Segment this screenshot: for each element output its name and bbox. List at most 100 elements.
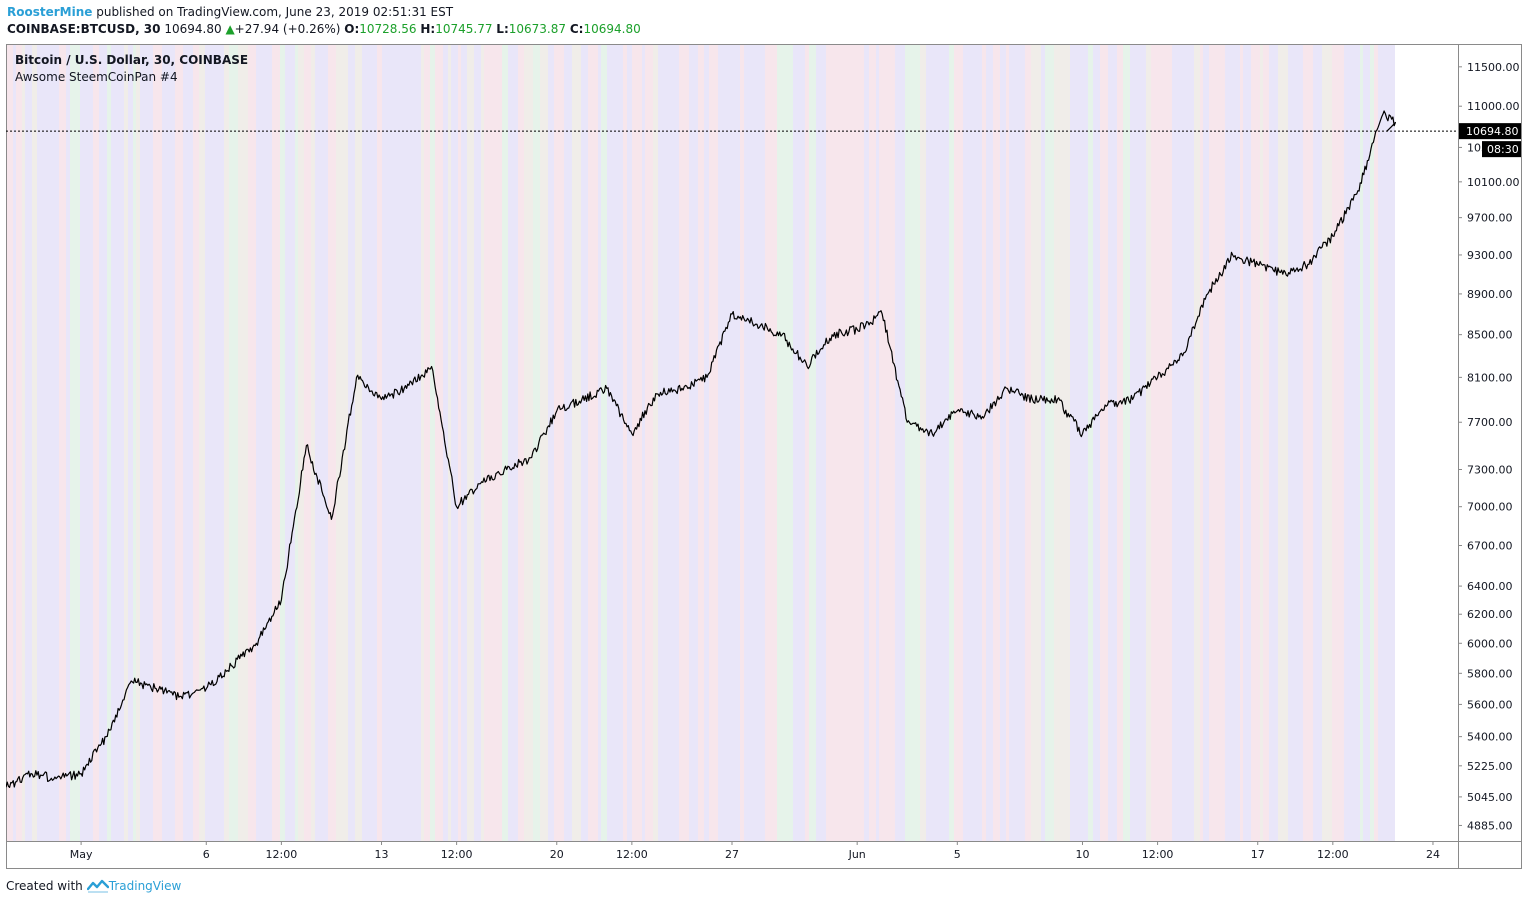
indicator-band-160 <box>993 45 1000 841</box>
indicator-band-108 <box>665 45 674 841</box>
indicator-band-148 <box>920 45 926 841</box>
indicator-band-48 <box>298 45 304 841</box>
indicator-band-104 <box>645 45 649 841</box>
indicator-band-15 <box>99 45 107 841</box>
indicator-band-96 <box>598 45 601 841</box>
legend-indicator: Awsome SteemCoinPan #4 <box>15 70 178 84</box>
indicator-band-200 <box>1222 45 1225 841</box>
indicator-band-38 <box>238 45 248 841</box>
tradingview-link[interactable]: TradingView <box>86 879 181 893</box>
indicator-band-17 <box>111 45 117 841</box>
indicator-band-216 <box>1328 45 1332 841</box>
indicator-band-193 <box>1178 45 1187 841</box>
footer: Created with TradingView <box>6 879 181 893</box>
high-value: 10745.77 <box>435 22 493 36</box>
indicator-band-227 <box>1386 45 1395 841</box>
last-price: 10694.80 <box>164 22 222 36</box>
indicator-band-149 <box>926 45 932 841</box>
indicator-band-169 <box>1045 45 1054 841</box>
indicator-band-123 <box>760 45 765 841</box>
author-link[interactable]: RoosterMine <box>7 5 93 19</box>
y-tick-label: 8900.00 <box>1467 288 1513 301</box>
indicator-band-132 <box>816 45 821 841</box>
indicator-band-4 <box>25 45 32 841</box>
indicator-band-118 <box>728 45 734 841</box>
indicator-band-191 <box>1167 45 1172 841</box>
indicator-band-91 <box>554 45 564 841</box>
time-axis[interactable]: May 6 12:00 13 12:00 20 12:00 27 Jun 5 10 12:00 17 12… <box>70 841 1440 861</box>
indicator-band-87 <box>524 45 533 841</box>
indicator-band-7 <box>45 45 51 841</box>
indicator-band-8 <box>51 45 59 841</box>
indicator-band-179 <box>1111 45 1114 841</box>
indicator-band-18 <box>117 45 124 841</box>
x-tick-label: 12:00 <box>441 848 473 861</box>
indicator-band-176 <box>1093 45 1100 841</box>
x-tick-label: 17 <box>1251 848 1265 861</box>
y-tick-label: 11500.00 <box>1467 61 1520 74</box>
x-tick-label: 27 <box>725 848 739 861</box>
indicator-band-159 <box>986 45 993 841</box>
indicator-band-219 <box>1344 45 1347 841</box>
indicator-band-141 <box>876 45 879 841</box>
indicator-band-208 <box>1263 45 1269 841</box>
indicator-band-197 <box>1203 45 1209 841</box>
indicator-band-92 <box>564 45 572 841</box>
symbol-interval: COINBASE:BTCUSD, 30 <box>7 22 161 36</box>
indicator-band-105 <box>649 45 653 841</box>
y-tick-label: 7300.00 <box>1467 464 1513 477</box>
indicator-band-170 <box>1054 45 1063 841</box>
indicator-band-69 <box>421 45 424 841</box>
last-price-tag-text: 10694.80 <box>1466 125 1519 138</box>
indicator-band-215 <box>1322 45 1328 841</box>
last-price-tag-bg <box>1459 123 1521 140</box>
y-tick-label: 4885.00 <box>1467 819 1513 832</box>
y-tick-label: 6000.00 <box>1467 637 1513 650</box>
indicator-band-212 <box>1298 45 1303 841</box>
indicator-band-72 <box>435 45 443 841</box>
indicator-band-41 <box>263 45 268 841</box>
indicator-band-21 <box>133 45 136 841</box>
price-series-line <box>6 110 1396 788</box>
y-tick-label: 10100.00 <box>1467 176 1520 189</box>
y-tick-label: 7000.00 <box>1467 501 1513 514</box>
indicator-band-203 <box>1240 45 1243 841</box>
indicator-band-172 <box>1070 45 1073 841</box>
indicator-band-60 <box>371 45 377 841</box>
indicator-band-6 <box>37 45 45 841</box>
indicator-band-117 <box>718 45 728 841</box>
indicator-band-194 <box>1187 45 1194 841</box>
indicator-band-64 <box>389 45 398 841</box>
chart-frame <box>6 44 1522 869</box>
indicator-band-2 <box>16 45 22 841</box>
indicator-band-93 <box>572 45 581 841</box>
price-chart[interactable]: 11500.0011000.0010500.0010100.009700.009… <box>6 44 1522 869</box>
indicator-band-107 <box>658 45 665 841</box>
indicator-band-225 <box>1374 45 1378 841</box>
y-tick-label: 5600.00 <box>1467 698 1513 711</box>
price-axis[interactable]: 11500.0011000.0010500.0010100.009700.009… <box>1458 61 1520 833</box>
indicator-band-190 <box>1157 45 1167 841</box>
indicator-band-32 <box>199 45 205 841</box>
indicator-band-137 <box>850 45 854 841</box>
indicator-band-192 <box>1172 45 1178 841</box>
indicator-band-180 <box>1114 45 1117 841</box>
indicator-band-150 <box>932 45 942 841</box>
indicator-band-196 <box>1200 45 1203 841</box>
indicator-band-145 <box>902 45 905 841</box>
x-tick-label: 12:00 <box>1142 848 1174 861</box>
indicator-band-221 <box>1353 45 1360 841</box>
indicator-band-24 <box>146 45 153 841</box>
indicator-band-115 <box>709 45 712 841</box>
indicator-band-99 <box>615 45 623 841</box>
indicator-band-129 <box>802 45 805 841</box>
indicator-band-13 <box>83 45 93 841</box>
indicator-band-158 <box>982 45 986 841</box>
low-label: L: <box>496 22 509 36</box>
indicator-band-10 <box>66 45 70 841</box>
low-value: 10673.87 <box>508 22 567 36</box>
indicator-band-16 <box>107 45 111 841</box>
indicator-band-133 <box>821 45 826 841</box>
indicator-band-128 <box>793 45 802 841</box>
indicator-band-166 <box>1025 45 1031 841</box>
